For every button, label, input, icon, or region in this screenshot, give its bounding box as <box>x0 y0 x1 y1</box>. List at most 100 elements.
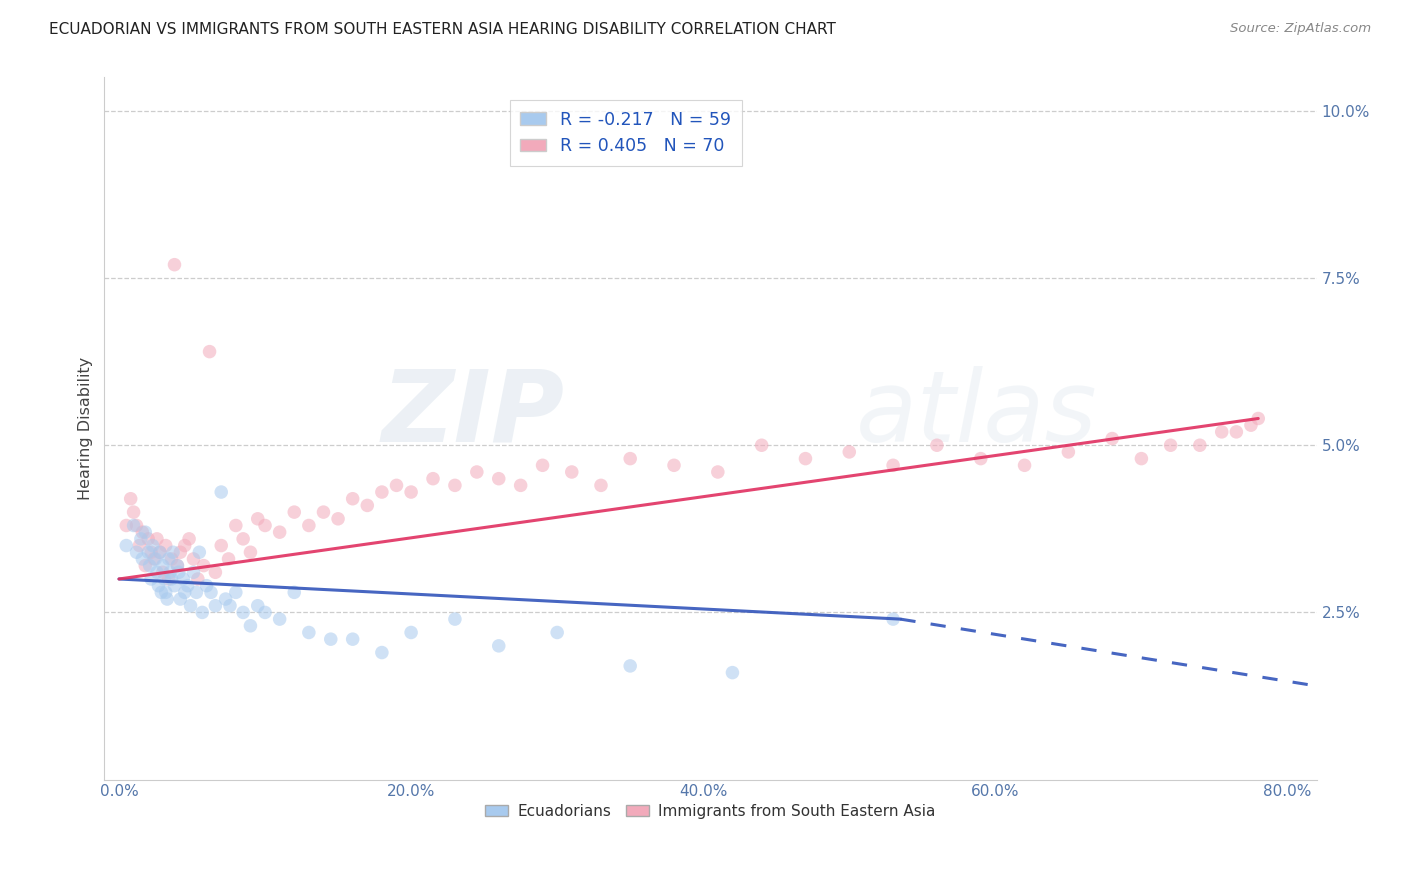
Point <box>546 625 568 640</box>
Point <box>131 525 153 540</box>
Point <box>707 465 730 479</box>
Point <box>838 445 860 459</box>
Point <box>721 665 744 680</box>
Point <box>166 558 188 573</box>
Point <box>136 545 159 559</box>
Point <box>200 585 222 599</box>
Point <box>312 505 335 519</box>
Point <box>139 572 162 586</box>
Point <box>129 532 152 546</box>
Point <box>187 572 209 586</box>
Point <box>422 472 444 486</box>
Point <box>139 545 162 559</box>
Point <box>115 518 138 533</box>
Point <box>1014 458 1036 473</box>
Point <box>662 458 685 473</box>
Point <box>169 545 191 559</box>
Point <box>751 438 773 452</box>
Point <box>150 585 173 599</box>
Point <box>148 579 170 593</box>
Point <box>218 552 240 566</box>
Point <box>142 539 165 553</box>
Point <box>122 518 145 533</box>
Point <box>152 558 174 573</box>
Point <box>399 625 422 640</box>
Point <box>149 545 172 559</box>
Point <box>209 539 232 553</box>
Point <box>172 572 194 586</box>
Point <box>146 566 169 580</box>
Point <box>1130 451 1153 466</box>
Point <box>183 552 205 566</box>
Point <box>128 539 150 553</box>
Point <box>232 532 254 546</box>
Point <box>204 599 226 613</box>
Point <box>589 478 612 492</box>
Point <box>970 451 993 466</box>
Point <box>136 532 159 546</box>
Point <box>298 625 321 640</box>
Point <box>122 505 145 519</box>
Point <box>385 478 408 492</box>
Point <box>157 572 180 586</box>
Point <box>465 465 488 479</box>
Point <box>342 632 364 647</box>
Point <box>371 646 394 660</box>
Point <box>356 499 378 513</box>
Point <box>488 472 510 486</box>
Point <box>143 552 166 566</box>
Point <box>269 525 291 540</box>
Point <box>145 552 167 566</box>
Point <box>160 552 183 566</box>
Point <box>115 539 138 553</box>
Text: ECUADORIAN VS IMMIGRANTS FROM SOUTH EASTERN ASIA HEARING DISABILITY CORRELATION : ECUADORIAN VS IMMIGRANTS FROM SOUTH EAST… <box>49 22 837 37</box>
Point <box>193 558 215 573</box>
Point <box>120 491 142 506</box>
Point <box>152 566 174 580</box>
Point <box>167 566 190 580</box>
Point <box>246 512 269 526</box>
Point <box>131 552 153 566</box>
Point <box>155 585 177 599</box>
Point <box>134 558 156 573</box>
Point <box>882 612 904 626</box>
Point <box>1101 432 1123 446</box>
Point <box>191 606 214 620</box>
Point <box>488 639 510 653</box>
Point <box>342 491 364 506</box>
Point <box>159 566 181 580</box>
Point <box>225 585 247 599</box>
Point <box>509 478 531 492</box>
Point <box>138 558 160 573</box>
Point <box>214 592 236 607</box>
Point <box>156 592 179 607</box>
Point <box>269 612 291 626</box>
Point <box>1057 445 1080 459</box>
Point <box>160 572 183 586</box>
Legend: Ecuadorians, Immigrants from South Eastern Asia: Ecuadorians, Immigrants from South Easte… <box>479 797 942 824</box>
Point <box>125 545 148 559</box>
Point <box>232 606 254 620</box>
Point <box>399 485 422 500</box>
Point <box>1160 438 1182 452</box>
Point <box>1211 425 1233 439</box>
Point <box>186 585 208 599</box>
Point <box>125 518 148 533</box>
Text: Source: ZipAtlas.com: Source: ZipAtlas.com <box>1230 22 1371 36</box>
Point <box>162 545 184 559</box>
Point <box>149 545 172 559</box>
Point <box>183 566 205 580</box>
Point <box>239 619 262 633</box>
Point <box>619 451 641 466</box>
Point <box>531 458 554 473</box>
Point <box>198 344 221 359</box>
Point <box>209 485 232 500</box>
Point <box>173 539 195 553</box>
Point <box>146 532 169 546</box>
Point <box>246 599 269 613</box>
Point <box>1188 438 1211 452</box>
Point <box>444 612 467 626</box>
Point <box>155 539 177 553</box>
Point <box>166 558 188 573</box>
Point <box>157 552 180 566</box>
